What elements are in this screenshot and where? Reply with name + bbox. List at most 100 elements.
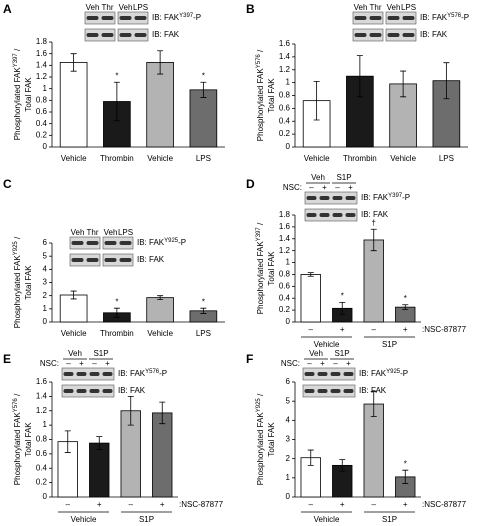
error-bar [159,401,166,425]
lane-label: – [307,359,312,368]
error-bar [113,81,120,122]
x-tick-label: Vehicle [61,329,87,338]
blot-band [354,33,367,37]
label-superscript: Y397 [256,227,262,242]
y-tick-label: 6 [43,238,48,247]
lane-label: – [309,183,314,192]
y-tick-label: 6 [286,377,291,386]
blot-box [84,11,116,25]
y-tick-label: 1 [43,304,48,313]
error-bar [200,307,207,314]
y-tick-label: 1.2 [36,406,48,415]
error-bar [339,301,346,315]
y-tick-label: 1 [286,258,291,267]
error-bar [443,62,450,100]
x-tick-label: Vehicle [304,154,330,163]
x-tick-label: + [340,500,345,509]
label-suffix: / [256,222,265,227]
label-text: IB: FAK [152,30,180,39]
y-tick-label: 1 [43,84,48,93]
label-text: IB: FAK [118,386,146,395]
x-tick-label: Vehicle [61,154,87,163]
lane-label: – [333,359,338,368]
blot-box [69,236,101,250]
significance-marker: * [115,297,118,306]
x-tick-label: + [160,500,165,509]
label-text: Phosphorylated FAK [13,255,22,329]
blot-band [387,33,400,37]
panel-letter: E [3,352,11,366]
blot-band [317,389,328,393]
label-text: Phosphorylated FAK [256,241,265,315]
lane-label: – [335,183,340,192]
treatment-label: :NSC-87877 [179,500,224,509]
label-superscript: Y925 [256,398,262,413]
y-tick-label: 2 [43,291,48,300]
label-superscript: Y397 [179,13,194,19]
y-tick-label: 0.8 [36,435,48,444]
significance-marker: * [404,459,407,468]
blot-band [304,389,315,393]
x-tick-label: – [309,500,314,509]
y-tick-label: 0 [286,317,291,326]
y-axis-label: Phosphorylated FAKY397 / [256,222,266,314]
bar [189,89,218,148]
lane-label: Veh [71,228,85,237]
y-tick-label: 0.4 [279,293,291,302]
label-text: IB: FAK [137,255,165,264]
bar [363,403,384,498]
bar [300,274,321,323]
group-label: Vehicle [314,340,340,349]
blot-box [352,28,384,42]
y-tick-label: 0.8 [279,270,291,279]
y-tick-label: 0.2 [36,130,48,139]
blot-band [402,33,415,37]
x-tick-label: Vehicle [147,329,173,338]
label-suffix: -P [461,13,469,22]
x-tick-label: – [66,500,71,509]
x-tick-label: Vehicle [390,154,416,163]
blot-group-label: S1P [93,349,108,358]
y-axis-label: Total FAK [24,77,33,112]
label-text: IB: FAK [359,369,387,378]
lane-label: Thr [370,3,382,12]
group-label: Vehicle [71,515,97,524]
blot-label: IB: FAKY576-P [420,13,469,23]
lane-label: LPS [401,3,416,12]
blot-box [69,253,101,267]
error-bar [127,395,134,426]
y-tick-label: 1.8 [279,210,291,219]
label-text: IB: FAK [361,193,389,202]
label-superscript: Y925 [13,241,19,256]
blot-band [86,258,99,262]
blot-band [71,241,84,245]
y-tick-label: 0 [43,142,48,151]
y-tick-label: 3 [286,435,291,444]
blot-band [345,196,356,200]
x-tick-label: – [372,325,377,334]
blot-band [89,389,100,393]
error-bar [307,272,314,277]
blot-band [86,241,99,245]
lane-label: + [322,183,327,192]
group-label: Vehicle [314,515,340,524]
label-suffix: / [256,49,265,54]
y-tick-label: 0.6 [279,281,291,290]
blot-group-label: Veh [311,173,325,182]
error-bar [157,50,164,75]
label-text: Phosphorylated FAK [13,412,22,486]
group-label: S1P [139,515,154,524]
panel-letter: C [3,177,12,191]
blot-box [304,191,358,205]
label-text: IB: FAK [361,210,389,219]
blot-band [119,241,132,245]
label-superscript: Y576 [145,369,160,375]
lane-label: Thr [102,3,114,12]
y-tick-label: 0.8 [279,91,291,100]
label-suffix: -P [193,13,201,22]
lane-label: + [79,359,84,368]
blot-box [117,28,149,42]
y-tick-label: 5 [286,396,291,405]
blot-treatment-label: NSC: [40,359,59,368]
blot-label: IB: FAK [137,255,165,264]
